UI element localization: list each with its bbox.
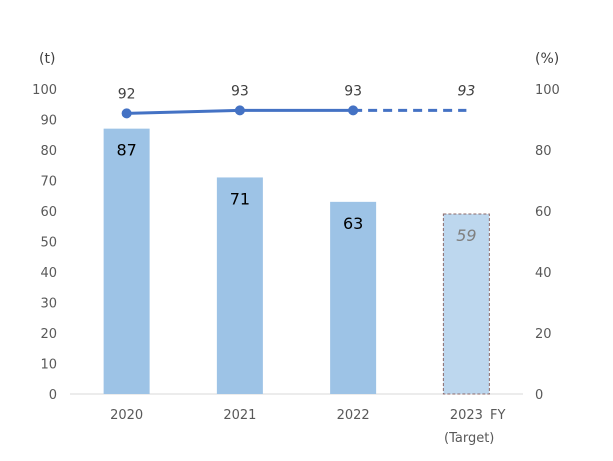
line-value-label: 93 — [231, 83, 249, 99]
y-right-tick-label: 80 — [535, 144, 552, 159]
x-tick-label: 2023 — [450, 408, 483, 423]
y-left-tick-label: 30 — [40, 297, 57, 312]
bar — [103, 128, 150, 394]
y-left-tick-label: 90 — [40, 114, 57, 129]
bar — [330, 201, 377, 394]
line-marker — [234, 105, 245, 116]
y-right-tick-label: 60 — [535, 205, 552, 220]
y-left-tick-label: 10 — [40, 358, 57, 373]
bar — [216, 177, 263, 394]
y-right-tick-label: 0 — [535, 388, 543, 403]
bar-value-label: 63 — [343, 214, 363, 233]
y-left-tick-label: 40 — [40, 266, 57, 281]
left-axis-unit: (t) — [39, 51, 55, 67]
bar-value-label: 71 — [230, 189, 250, 208]
right-axis-unit: (%) — [535, 51, 559, 67]
chart-axes: 0 10 20 30 40 50 60 70 80 90 100 0 20 40 60 80 100 2020 20… — [32, 83, 560, 423]
x-tick-label: 2022 — [337, 408, 370, 423]
x-tick-label: 2020 — [110, 408, 143, 423]
y-left-tick-label: 50 — [40, 236, 57, 251]
data-labels: 87 71 63 59 92 93 93 93 — [116, 83, 476, 245]
line-value-label: 93 — [344, 83, 362, 99]
x-tick-label: 2021 — [223, 408, 256, 423]
line-value-label: 92 — [118, 86, 136, 102]
bar-value-label: 87 — [116, 141, 136, 160]
y-right-tick-label: 100 — [535, 83, 560, 98]
y-left-tick-label: 100 — [32, 83, 57, 98]
line-marker — [121, 108, 132, 119]
bar-value-label: 59 — [456, 226, 476, 245]
y-right-tick-label: 40 — [535, 266, 552, 281]
y-left-tick-label: 0 — [49, 388, 57, 403]
y-left-tick-label: 80 — [40, 144, 57, 159]
y-right-tick-label: 20 — [535, 327, 552, 342]
y-left-tick-label: 70 — [40, 175, 57, 190]
bar-series — [103, 128, 490, 395]
line-series — [121, 105, 467, 119]
line-value-label: 93 — [457, 83, 475, 99]
target-note: (Target) — [444, 431, 494, 446]
x-axis-unit: FY — [490, 408, 505, 423]
y-left-tick-label: 20 — [40, 327, 57, 342]
line-marker — [348, 105, 359, 116]
bar-target — [442, 213, 490, 395]
y-left-tick-label: 60 — [40, 205, 57, 220]
